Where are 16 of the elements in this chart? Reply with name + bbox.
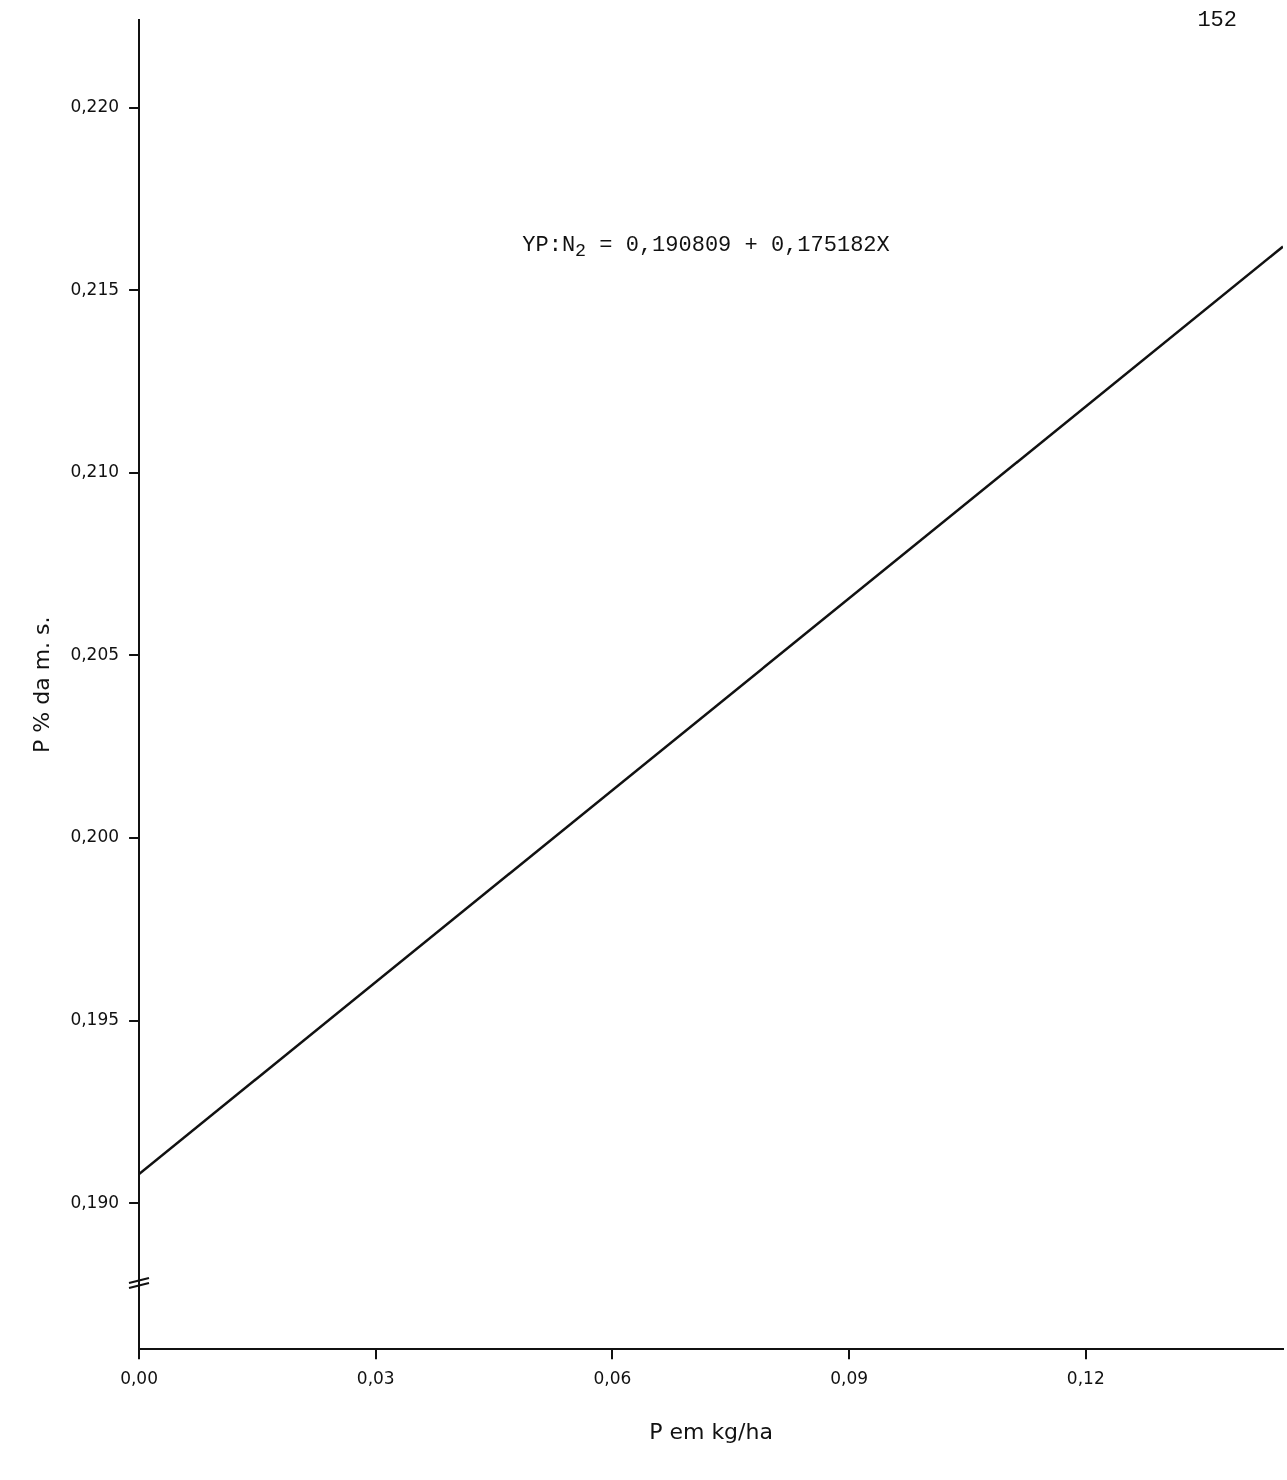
y-tick-label: 0,190 [70, 1191, 120, 1212]
x-tick-label: 0,12 [1066, 1367, 1105, 1388]
x-tick-label: 0,03 [356, 1367, 395, 1388]
y-axis-title: P % da m. s. [28, 616, 54, 753]
y-tick-label: 0,215 [70, 278, 120, 299]
x-tick-label: 0,00 [120, 1367, 158, 1388]
y-tick-label: 0,200 [70, 826, 120, 847]
annotation: YP:N$_{2}$ = 0,190809 + 0,175182X [522, 232, 890, 263]
x-axis-title: P em kg/ha [649, 1418, 773, 1444]
x-tick-label: 0,09 [830, 1367, 869, 1388]
y-tick-label: 0,220 [70, 96, 120, 117]
y-tick-label: 0,210 [70, 461, 120, 482]
annotation: 152 [1197, 8, 1237, 33]
x-tick-label: 0,06 [593, 1367, 632, 1388]
y-tick-label: 0,205 [70, 643, 120, 664]
y-tick-label: 0,195 [70, 1009, 120, 1030]
